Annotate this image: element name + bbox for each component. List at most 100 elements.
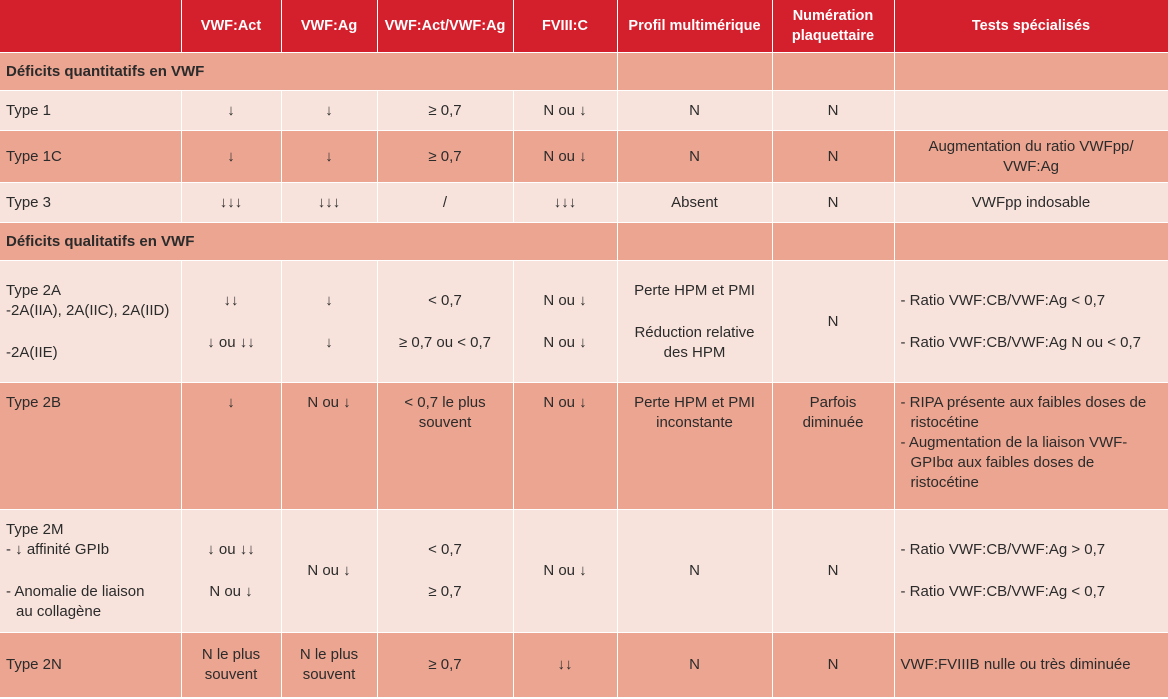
plaquettes-value: N [772, 90, 895, 131]
vwf-ag-value: ↓ [325, 291, 333, 309]
section-row-qualitative: Déficits qualitatifs en VWF [0, 222, 1168, 261]
type-name: Type 2M [6, 521, 64, 538]
subtype-label: -2A(IIE) [6, 343, 58, 361]
profil-value: Perte HPM et PMI [634, 281, 755, 299]
section-cell [894, 52, 1168, 91]
tests-value: Augmentation du ratio VWFpp/ VWF:Ag [894, 130, 1168, 183]
section-row-quantitative: Déficits quantitatifs en VWF [0, 52, 1168, 91]
type-name-cell: Type 2A -2A(IIA), 2A(IIC), 2A(IID) -2A(I… [0, 260, 182, 383]
tests-value: VWFpp indosable [894, 182, 1168, 223]
ratio-value: ≥ 0,7 ou < 0,7 [398, 333, 492, 351]
plaquettes-value: Parfois diminuée [772, 382, 895, 510]
type-name: Type 2N [0, 632, 182, 698]
section-cell [617, 52, 773, 91]
ratio-value: < 0,7 le plus souvent [377, 382, 514, 510]
tests-value: - Ratio VWF:CB/VWF:Ag > 0,7 [900, 541, 1106, 558]
fviii-value: ↓↓ [513, 632, 618, 698]
section-cell [617, 222, 773, 261]
section-cell [772, 222, 895, 261]
header-vwf-act: VWF:Act [181, 0, 282, 53]
vwf-ag-value: N le plus souvent [281, 632, 378, 698]
tests-value: - Ratio VWF:CB/VWF:Ag < 0,7 [900, 583, 1106, 600]
type-name-cell: Type 2M - ↓ affinité GPIb - Anomalie de … [0, 509, 182, 633]
section-title-qualitative: Déficits qualitatifs en VWF [0, 222, 618, 261]
vwf-ag-value: ↓ [281, 90, 378, 131]
ratio-value: / [377, 182, 514, 223]
ratio-cell: < 0,7 ≥ 0,7 ou < 0,7 [377, 260, 514, 383]
profil-cell: Perte HPM et PMI Réduction relative des … [617, 260, 773, 383]
section-cell [772, 52, 895, 91]
table-row-type1: Type 1 ↓ ↓ ≥ 0,7 N ou ↓ N N [0, 90, 1168, 131]
fviii-value: N ou ↓ [543, 291, 587, 309]
vwf-ag-cell: ↓ ↓ [281, 260, 378, 383]
ratio-value: ≥ 0,7 [428, 583, 462, 600]
ratio-value: < 0,7 [428, 541, 462, 558]
vwf-act-value: N ou ↓ [209, 583, 253, 600]
vwf-act-value: ↓↓ [223, 291, 239, 309]
vwf-ag-value: N ou ↓ [281, 509, 378, 633]
type-name: Type 3 [0, 182, 182, 223]
plaquettes-value: N [772, 632, 895, 698]
tests-value: VWF:FVIIIB nulle ou très diminuée [894, 632, 1168, 698]
tests-cell: - RIPA présente aux faibles doses de ris… [894, 382, 1168, 510]
header-ratio: VWF:Act/VWF:Ag [377, 0, 514, 53]
vwf-act-value: ↓ ou ↓↓ [207, 541, 255, 558]
tests-value [894, 90, 1168, 131]
vwf-ag-value: ↓↓↓ [281, 182, 378, 223]
table-row-type1c: Type 1C ↓ ↓ ≥ 0,7 N ou ↓ N N Augmentatio… [0, 130, 1168, 183]
subtype-label: -2A(IIA), 2A(IIC), 2A(IID) [6, 301, 170, 319]
type-name: Type 1 [0, 90, 182, 131]
vwf-ag-value: ↓ [325, 333, 333, 351]
vwf-act-value: ↓↓↓ [181, 182, 282, 223]
header-numeration: Numération plaquettaire [772, 0, 895, 53]
tests-value: - Augmentation de la liaison VWF-GPIbα a… [900, 434, 1128, 491]
header-row: VWF:Act VWF:Ag VWF:Act/VWF:Ag FVIII:C Pr… [0, 0, 1168, 53]
vwf-act-value: N le plus souvent [181, 632, 282, 698]
vwf-act-value: ↓ [181, 130, 282, 183]
subtype-label: - Anomalie de liaison [6, 583, 145, 600]
profil-value: N [617, 632, 773, 698]
tests-value: - RIPA présente aux faibles doses de ris… [900, 394, 1147, 431]
table-row-type2m: Type 2M - ↓ affinité GPIb - Anomalie de … [0, 509, 1168, 633]
ratio-value: ≥ 0,7 [377, 632, 514, 698]
profil-value: Perte HPM et PMI inconstante [617, 382, 773, 510]
table-row-type2n: Type 2N N le plus souvent N le plus souv… [0, 632, 1168, 698]
tests-cell: - Ratio VWF:CB/VWF:Ag > 0,7 - Ratio VWF:… [894, 509, 1168, 633]
vwf-ag-value: ↓ [281, 130, 378, 183]
tests-value: - Ratio VWF:CB/VWF:Ag N ou < 0,7 [900, 333, 1141, 351]
header-profil: Profil multimérique [617, 0, 773, 53]
fviii-cell: N ou ↓ N ou ↓ [513, 260, 618, 383]
header-vwf-ag: VWF:Ag [281, 0, 378, 53]
type-name: Type 2A [6, 281, 62, 299]
header-fviii: FVIII:C [513, 0, 618, 53]
fviii-value: N ou ↓ [513, 382, 618, 510]
fviii-value: N ou ↓ [513, 130, 618, 183]
ratio-value: < 0,7 [428, 291, 462, 309]
vwf-act-value: ↓ [181, 90, 282, 131]
profil-value: N [617, 130, 773, 183]
tests-cell: - Ratio VWF:CB/VWF:Ag < 0,7 - Ratio VWF:… [894, 260, 1168, 383]
vwf-act-cell: ↓↓ ↓ ou ↓↓ [181, 260, 282, 383]
table-row-type2b: Type 2B ↓ N ou ↓ < 0,7 le plus souvent N… [0, 382, 1168, 510]
plaquettes-value: N [772, 182, 895, 223]
fviii-value: N ou ↓ [543, 333, 587, 351]
section-cell [894, 222, 1168, 261]
profil-value: Absent [617, 182, 773, 223]
type-name: Type 2B [0, 382, 182, 510]
section-title-quantitative: Déficits quantitatifs en VWF [0, 52, 618, 91]
plaquettes-value: N [772, 509, 895, 633]
vwf-ag-value: N ou ↓ [281, 382, 378, 510]
table-row-type3: Type 3 ↓↓↓ ↓↓↓ / ↓↓↓ Absent N VWFpp indo… [0, 182, 1168, 223]
vwf-act-value: ↓ ou ↓↓ [207, 333, 255, 351]
vwf-act-cell: ↓ ou ↓↓ N ou ↓ [181, 509, 282, 633]
plaquettes-value: N [772, 130, 895, 183]
table-row-type2a: Type 2A -2A(IIA), 2A(IIC), 2A(IID) -2A(I… [0, 260, 1168, 383]
type-name: Type 1C [0, 130, 182, 183]
header-tests: Tests spécialisés [894, 0, 1168, 53]
plaquettes-value: N [772, 260, 895, 383]
profil-value: N [617, 509, 773, 633]
fviii-value: N ou ↓ [513, 509, 618, 633]
fviii-value: ↓↓↓ [513, 182, 618, 223]
profil-value: Réduction relative des HPM [634, 323, 755, 361]
